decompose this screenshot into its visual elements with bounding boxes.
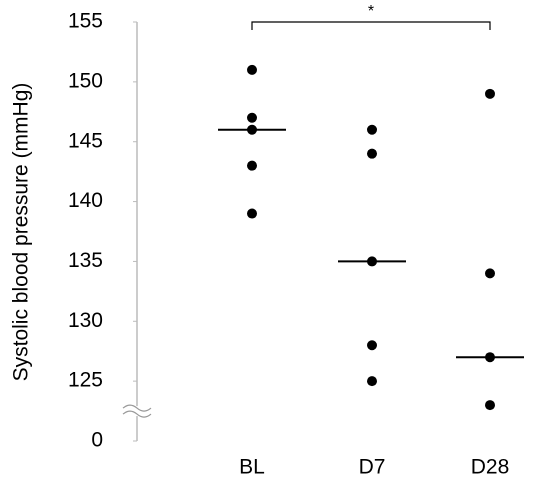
y-tick-label: 140 (68, 189, 103, 212)
y-tick-label: 0 (91, 429, 103, 452)
y-axis-label: Systolic blood pressure (mmHg) (10, 83, 33, 382)
dot (247, 64, 257, 75)
y-tick-label: 150 (68, 69, 103, 92)
dot (247, 160, 257, 171)
dot (367, 376, 377, 387)
x-tick-label: BL (239, 456, 265, 479)
dot (367, 340, 377, 351)
x-tick-label: D28 (471, 456, 510, 479)
y-tick-label: 125 (68, 369, 103, 392)
dot (247, 208, 257, 219)
dot (367, 124, 377, 135)
x-tick-label: D7 (359, 456, 386, 479)
y-tick-label: 130 (68, 309, 103, 332)
y-tick-label: 155 (68, 10, 103, 33)
significance-bracket (251, 21, 491, 30)
dot (485, 400, 495, 411)
dot (367, 148, 377, 159)
dot (485, 88, 495, 99)
axis-break (122, 404, 152, 412)
axis-break (122, 410, 152, 418)
significance-label: * (368, 3, 374, 20)
dot (247, 112, 257, 123)
y-tick-label: 135 (68, 249, 103, 272)
y-tick-label: 145 (68, 129, 103, 152)
dot (485, 268, 495, 279)
